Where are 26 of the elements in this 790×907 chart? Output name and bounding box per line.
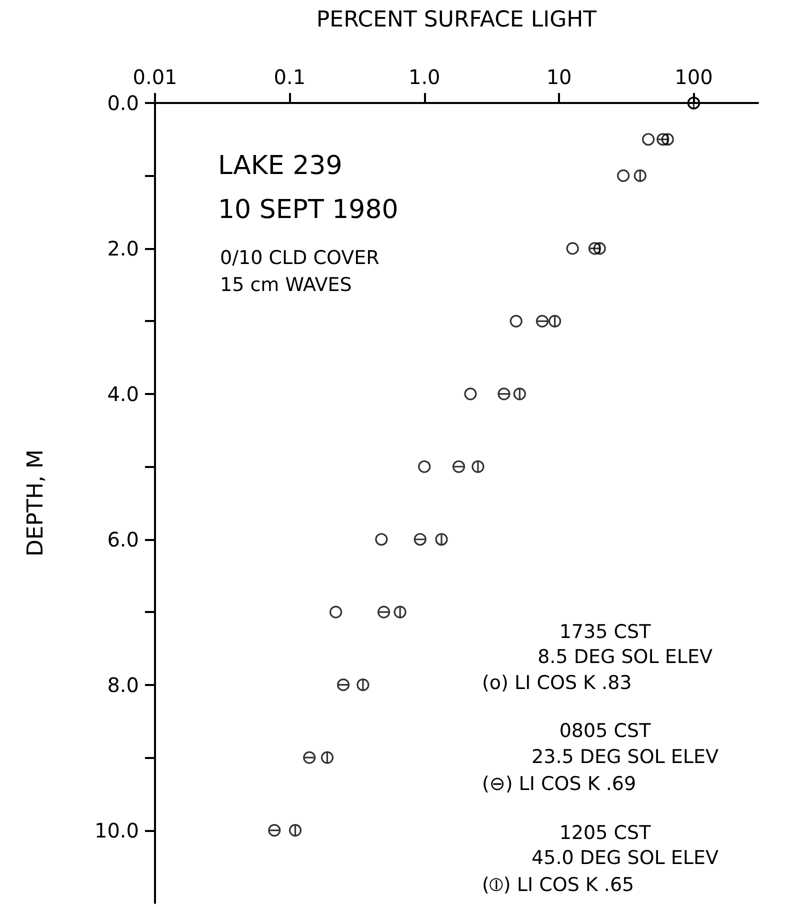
y-tick-label: 8.0 [107,672,139,697]
y-tick-label: 6.0 [107,527,139,552]
y-tick-label: 4.0 [107,382,139,406]
annotation: 1735 CST [559,621,652,643]
annotation: 0805 CST [559,720,652,742]
y-tick-label: 10.0 [94,818,139,842]
annotation: (⦶) LI COS K .65 [482,874,634,896]
x-tick-label: 1.0 [408,65,440,89]
y-tick-label: 2.0 [107,236,139,260]
annotation: 0/10 CLD COVER [220,247,380,269]
x-tick-label: 100 [674,65,713,89]
annotation: 1205 CST [559,822,652,844]
annotation: 23.5 DEG SOL ELEV [532,746,718,768]
x-axis-title: PERCENT SURFACE LIGHT [316,8,598,32]
x-tick-label: 0.1 [274,65,306,89]
annotation: 15 cm WAVES [220,274,352,296]
annotation: 10 SEPT 1980 [218,195,398,225]
x-tick-label: 10 [546,65,572,89]
annotation: (⊖) LI COS K .69 [482,773,636,795]
annotation: 8.5 DEG SOL ELEV [538,646,712,668]
annotation: LAKE 239 [218,151,342,181]
annotation: (o) LI COS K .83 [482,672,632,694]
annotation: 45.0 DEG SOL ELEV [532,847,718,869]
y-tick-label: 0.0 [107,91,139,115]
x-tick-label: 0.01 [132,65,178,89]
y-axis-title: DEPTH, M [24,449,48,557]
